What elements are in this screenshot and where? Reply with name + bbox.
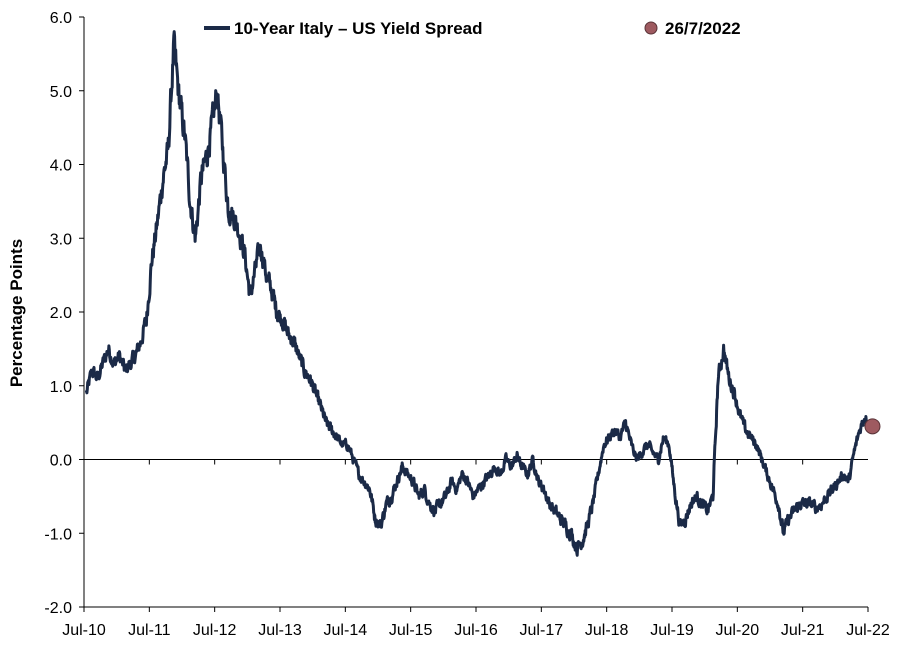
y-tick-label: 2.0 — [50, 305, 72, 322]
x-tick-label: Jul-12 — [193, 622, 237, 639]
y-tick-label: 6.0 — [50, 10, 72, 27]
x-tick-label: Jul-11 — [128, 622, 170, 639]
x-tick-label: Jul-15 — [389, 622, 433, 639]
legend-series-label: 10-Year Italy – US Yield Spread — [234, 19, 483, 38]
axes: 6.0 5.0 4.0 3.0 2.0 1.0 0.0 -1.0 -2.0 Jul-10 Jul-1… — [44, 10, 889, 639]
x-tick-label: Jul-22 — [846, 622, 890, 639]
y-tick-label: 3.0 — [50, 231, 72, 248]
highlight-point-marker — [864, 418, 881, 435]
x-tick-label: Jul-10 — [62, 622, 106, 639]
legend-highlight-marker — [644, 21, 658, 35]
y-tick-label: 0.0 — [50, 453, 72, 470]
legend-highlight-label: 26/7/2022 — [665, 19, 741, 38]
y-axis-title: Percentage Points — [7, 239, 26, 387]
x-tick-label: Jul-17 — [520, 622, 564, 639]
y-tick-label: 4.0 — [50, 158, 72, 175]
y-tick-label: 1.0 — [50, 379, 72, 396]
legend: 10-Year Italy – US Yield Spread 26/7/202… — [204, 19, 741, 38]
series-line-italy-us-spread — [85, 30, 872, 557]
series-layer — [85, 30, 881, 557]
x-tick-label: Jul-14 — [324, 622, 368, 639]
x-tick-label: Jul-18 — [585, 622, 629, 639]
x-tick-label: Jul-19 — [650, 622, 694, 639]
y-tick-label: -2.0 — [44, 600, 72, 617]
y-tick-label: 5.0 — [50, 84, 72, 101]
x-tick-label: Jul-21 — [781, 622, 825, 639]
y-tick-label: -1.0 — [44, 526, 72, 543]
x-tick-label: Jul-20 — [716, 622, 760, 639]
x-tick-label: Jul-16 — [454, 622, 498, 639]
x-tick-label: Jul-13 — [258, 622, 302, 639]
